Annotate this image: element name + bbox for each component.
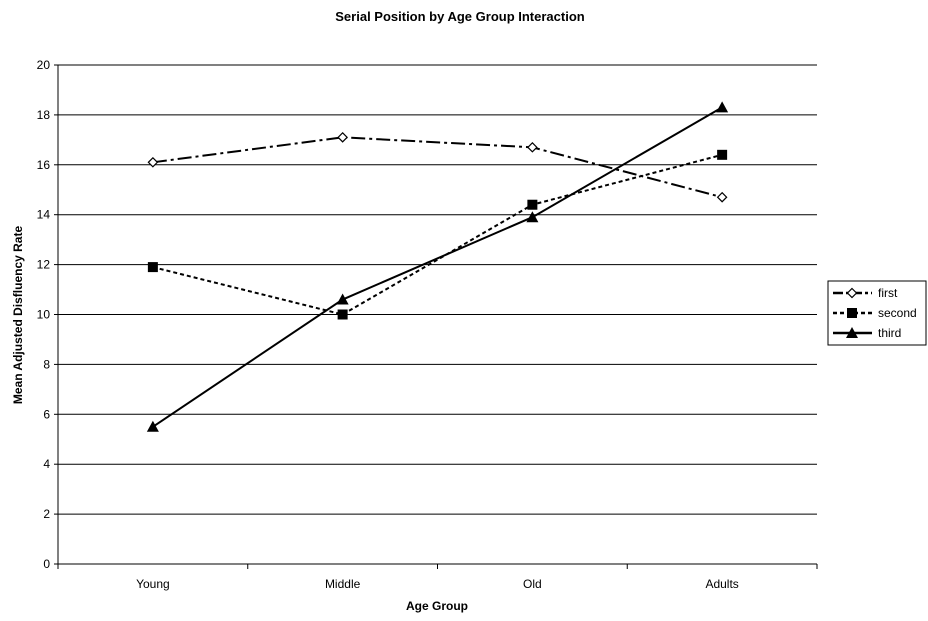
x-axis-label: Age Group	[406, 599, 468, 613]
data-point-second	[527, 199, 538, 210]
legend-label-first: first	[878, 286, 898, 300]
series-line-second	[152, 153, 723, 316]
y-tick-label: 20	[37, 58, 51, 72]
data-point-second	[717, 149, 728, 160]
y-tick-label: 6	[43, 407, 50, 421]
series-second	[147, 149, 728, 320]
series-layer	[146, 101, 729, 432]
data-point-third	[336, 293, 349, 305]
data-point-second	[337, 309, 348, 320]
y-tick-label: 10	[37, 308, 51, 322]
series-third	[146, 101, 729, 432]
series-line-third	[152, 106, 723, 428]
y-tick-label: 16	[37, 158, 51, 172]
chart-title: Serial Position by Age Group Interaction	[335, 9, 585, 24]
y-axis-label: Mean Adjusted Disfluency Rate	[11, 226, 25, 405]
series-first	[147, 132, 728, 203]
data-point-third	[716, 101, 729, 113]
legend-marker-third	[846, 327, 858, 338]
x-tick-label: Old	[523, 577, 542, 591]
y-tick-label: 2	[43, 507, 50, 521]
data-point-first	[337, 132, 348, 143]
data-point-first	[716, 191, 728, 203]
axes: 0 2 4 6 8 10 12 14 16 18 20 Young Middle Old Adults	[37, 58, 818, 591]
data-point-first	[527, 141, 538, 153]
x-tick-label: Adults	[705, 577, 738, 591]
data-point-third	[146, 420, 159, 432]
legend-label-second: second	[878, 306, 917, 320]
gridlines	[58, 64, 817, 515]
legend-box	[827, 280, 927, 346]
x-tick-label: Middle	[325, 577, 361, 591]
data-point-third	[526, 211, 539, 223]
legend: first second third	[827, 280, 927, 346]
y-tick-label: 14	[37, 208, 51, 222]
data-point-second	[147, 262, 158, 273]
series-line-first	[152, 136, 723, 199]
x-tick-label: Young	[136, 577, 170, 591]
legend-marker-first	[846, 287, 858, 299]
data-point-first	[147, 156, 159, 168]
y-tick-label: 18	[37, 108, 51, 122]
y-tick-label: 8	[43, 357, 50, 371]
y-tick-label: 0	[43, 557, 50, 571]
legend-label-third: third	[878, 326, 901, 340]
y-tick-label: 12	[37, 258, 51, 272]
y-tick-label: 4	[43, 457, 50, 471]
legend-marker-second	[847, 308, 857, 318]
